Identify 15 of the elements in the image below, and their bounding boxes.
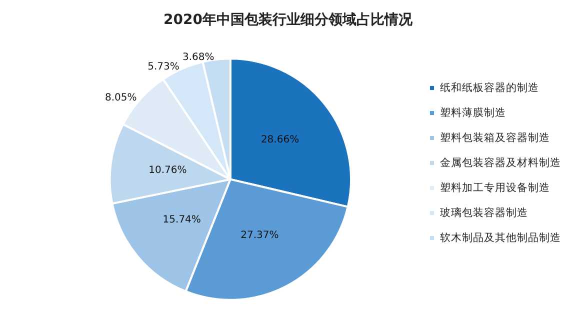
data-label: 8.05% [104,92,137,104]
data-label: 3.68% [182,52,214,63]
legend-label: 塑料加工专用设备制造 [440,181,550,194]
data-label: 10.76% [148,165,187,176]
data-label: 15.74% [162,214,201,226]
legend-label: 塑料薄膜制造 [440,106,506,119]
legend-label: 纸和纸板容器的制造 [440,81,539,94]
data-label: 27.37% [240,230,279,241]
legend-label: 玻璃包装容器制造 [440,206,528,219]
legend-label: 金属包装容器及材料制造 [440,156,561,169]
legend-label: 软木制品及其他制品制造 [440,231,561,244]
legend-label: 塑料包装箱及容器制造 [440,131,550,144]
data-label: 5.73% [148,61,180,72]
chart-title: 2020年中国包装行业细分领域占比情况 [164,12,414,28]
data-label: 28.66% [260,134,300,146]
